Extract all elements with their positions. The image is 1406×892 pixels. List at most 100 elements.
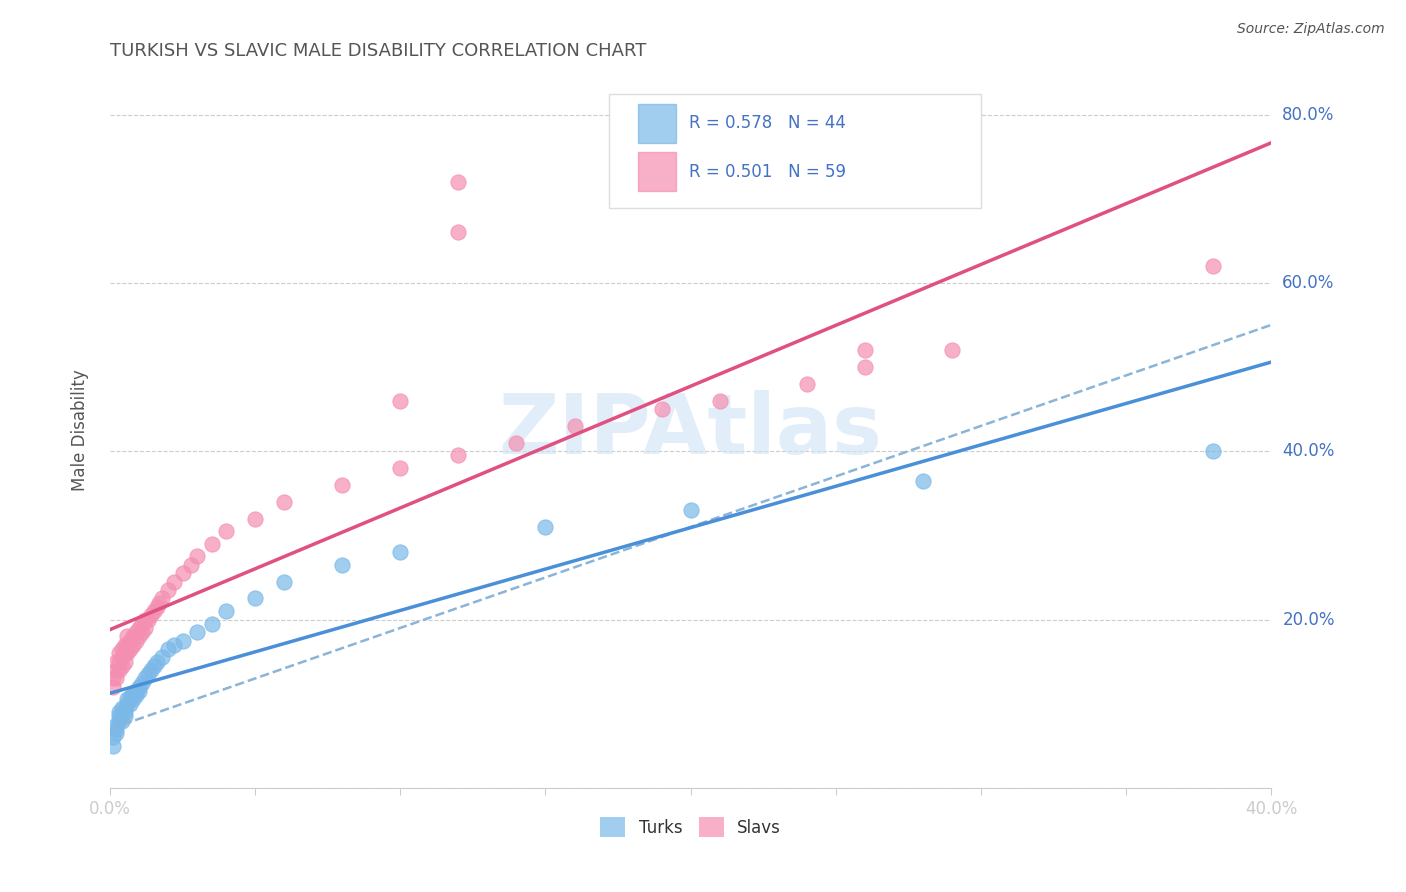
Point — [131, 616, 153, 631]
Point — [104, 663, 127, 677]
Point — [107, 655, 129, 669]
Point — [101, 680, 124, 694]
Point — [107, 663, 129, 677]
Point — [120, 690, 142, 704]
Point — [273, 574, 295, 589]
Point — [273, 494, 295, 508]
Text: 40.0%: 40.0% — [1282, 442, 1334, 460]
Point — [122, 687, 145, 701]
Point — [134, 621, 156, 635]
Point — [104, 717, 127, 731]
Bar — [638, 103, 675, 143]
Point — [111, 658, 134, 673]
Point — [142, 658, 165, 673]
Point — [101, 739, 124, 753]
Y-axis label: Male Disability: Male Disability — [72, 369, 89, 491]
Text: R = 0.578   N = 44: R = 0.578 N = 44 — [689, 114, 846, 132]
Point — [853, 359, 876, 374]
Point — [122, 629, 145, 643]
Point — [505, 435, 527, 450]
Point — [215, 604, 238, 618]
Point — [389, 461, 412, 475]
Point — [447, 175, 470, 189]
Point — [107, 714, 129, 728]
Point — [117, 629, 139, 643]
Point — [128, 684, 150, 698]
Point — [101, 672, 124, 686]
Point — [142, 604, 165, 618]
Text: 20.0%: 20.0% — [1282, 610, 1334, 629]
Point — [148, 596, 170, 610]
Point — [128, 629, 150, 643]
Point — [709, 393, 731, 408]
Point — [120, 633, 142, 648]
Point — [534, 520, 557, 534]
Point — [1202, 259, 1225, 273]
Point — [201, 616, 224, 631]
Point — [150, 650, 173, 665]
Point — [107, 705, 129, 719]
Point — [679, 503, 702, 517]
Point — [139, 608, 162, 623]
Point — [150, 591, 173, 606]
Point — [111, 642, 134, 657]
Point — [117, 638, 139, 652]
Point — [111, 701, 134, 715]
Point — [117, 697, 139, 711]
Point — [114, 638, 136, 652]
Text: R = 0.501   N = 59: R = 0.501 N = 59 — [689, 162, 846, 180]
Text: 60.0%: 60.0% — [1282, 274, 1334, 292]
Point — [104, 672, 127, 686]
Point — [172, 633, 194, 648]
Point — [125, 633, 148, 648]
Point — [651, 402, 673, 417]
Point — [186, 625, 208, 640]
Point — [186, 549, 208, 564]
Point — [128, 680, 150, 694]
Point — [941, 343, 963, 358]
Point — [134, 672, 156, 686]
FancyBboxPatch shape — [609, 94, 981, 209]
Point — [215, 524, 238, 538]
Point — [125, 625, 148, 640]
Point — [157, 642, 180, 657]
Point — [201, 537, 224, 551]
Legend: Turks, Slavs: Turks, Slavs — [593, 810, 787, 844]
Point — [107, 646, 129, 660]
Point — [145, 655, 167, 669]
Point — [114, 701, 136, 715]
Point — [389, 393, 412, 408]
Point — [128, 621, 150, 635]
Point — [245, 511, 267, 525]
Point — [330, 478, 353, 492]
Point — [157, 582, 180, 597]
Point — [131, 625, 153, 640]
Point — [564, 418, 586, 433]
Point — [114, 646, 136, 660]
Point — [139, 663, 162, 677]
Point — [117, 646, 139, 660]
Point — [122, 638, 145, 652]
Point — [180, 558, 202, 572]
Point — [172, 566, 194, 581]
Point — [330, 558, 353, 572]
Point — [447, 449, 470, 463]
Text: TURKISH VS SLAVIC MALE DISABILITY CORRELATION CHART: TURKISH VS SLAVIC MALE DISABILITY CORREL… — [110, 42, 647, 60]
Point — [111, 650, 134, 665]
Point — [911, 474, 934, 488]
Point — [136, 613, 159, 627]
Text: 80.0%: 80.0% — [1282, 105, 1334, 123]
Point — [134, 613, 156, 627]
Point — [117, 692, 139, 706]
Point — [120, 697, 142, 711]
Point — [107, 709, 129, 723]
Point — [853, 343, 876, 358]
Point — [104, 722, 127, 736]
Point — [163, 638, 186, 652]
Point — [125, 684, 148, 698]
Point — [136, 667, 159, 681]
Point — [104, 655, 127, 669]
Point — [245, 591, 267, 606]
Point — [145, 599, 167, 614]
Point — [447, 225, 470, 239]
